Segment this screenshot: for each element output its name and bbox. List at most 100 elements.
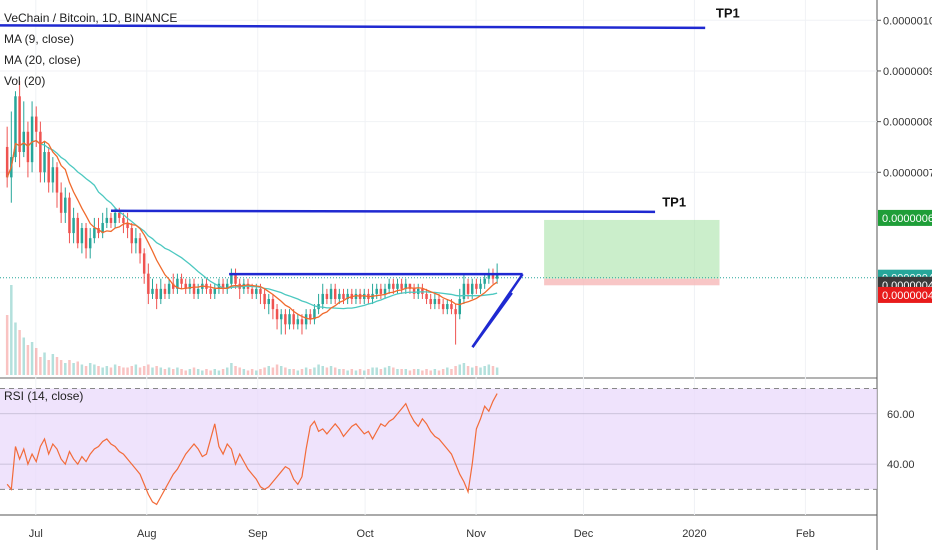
volume-bar: [346, 370, 349, 375]
ma20-legend[interactable]: MA (20, close): [4, 53, 81, 67]
candle-body: [80, 228, 84, 244]
trendlines[interactable]: TP1 TP1: [0, 6, 740, 348]
volume-bar: [138, 367, 142, 375]
volume-bar: [292, 369, 295, 375]
volume-bar: [126, 367, 129, 375]
trendline: [110, 209, 656, 214]
candle-body: [213, 288, 217, 294]
volume-bar: [205, 369, 208, 375]
volume-bar: [404, 369, 408, 375]
volume-bar: [450, 369, 453, 375]
candle-body: [180, 278, 183, 284]
volume-bar: [184, 370, 187, 375]
candle-body: [101, 222, 104, 234]
moving-averages: [6, 139, 498, 320]
candle-body: [5, 146, 9, 178]
candle-body: [433, 298, 437, 305]
candle-body: [134, 238, 138, 244]
volume-bar: [495, 367, 499, 375]
volume-bar: [234, 366, 237, 375]
volume-bar: [491, 366, 495, 375]
candle-body: [184, 283, 187, 289]
candle-body: [446, 304, 449, 310]
volume-bar: [429, 370, 432, 375]
candle-body: [118, 212, 121, 218]
candle-body: [93, 228, 96, 239]
volume-legend[interactable]: Vol (20): [4, 74, 46, 88]
candle-body: [255, 288, 258, 294]
position-zones: [0, 219, 877, 286]
candle-body: [441, 304, 445, 310]
volume-bar: [14, 322, 17, 375]
volume-bar: [159, 367, 163, 375]
candle-body: [51, 167, 55, 183]
volume-bar: [88, 363, 92, 375]
volume-bar: [284, 367, 287, 375]
volume-bar: [134, 364, 138, 375]
volume-bar: [76, 361, 79, 375]
volume-bar: [400, 369, 403, 375]
volume-bar: [288, 369, 291, 375]
volume-bar: [392, 367, 395, 375]
volume-bar: [433, 369, 437, 375]
candle-body: [34, 116, 38, 132]
candle-body: [292, 314, 295, 325]
volume-bar: [109, 367, 113, 375]
candle-body: [454, 309, 457, 315]
rsi-legend[interactable]: RSI (14, close): [4, 389, 84, 403]
rsi-tick-label: 40.00: [887, 459, 915, 471]
symbol-title[interactable]: VeChain / Bitcoin, 1D, BINANCE: [4, 11, 178, 25]
volume-bar: [151, 367, 154, 375]
candle-body: [39, 131, 42, 173]
candle-body: [354, 293, 358, 299]
trendline: [0, 24, 706, 30]
candle-body: [109, 217, 113, 223]
volume-bar: [34, 348, 38, 375]
candle-body: [26, 131, 30, 163]
volume-bar: [55, 357, 59, 375]
candle-body: [138, 238, 142, 254]
volume-bar: [39, 357, 42, 375]
volume-bar: [470, 367, 474, 375]
candle-body: [250, 288, 254, 294]
rsi-pane: 60.00 40.00: [0, 388, 915, 506]
volume-bar: [358, 369, 362, 375]
candle-body: [429, 298, 432, 305]
candle-body: [59, 192, 63, 213]
candle-body: [309, 314, 312, 320]
volume-bar: [180, 369, 183, 375]
ma9-legend[interactable]: MA (9, close): [4, 32, 75, 46]
candle-body: [122, 217, 125, 223]
time-tick-label: Nov: [466, 528, 486, 540]
candle-body: [22, 131, 26, 153]
volume-bar: [167, 367, 171, 375]
volume-bar: [354, 370, 358, 375]
volume-bar: [387, 366, 391, 375]
volume-bar: [363, 370, 366, 375]
volume-bar: [367, 369, 370, 375]
volume-bar: [275, 364, 279, 375]
volume-bar: [163, 369, 167, 375]
volume-bar: [176, 367, 179, 375]
price-badge-label: 0.00000061: [882, 213, 932, 225]
candle-body: [379, 288, 383, 294]
volume-bar: [300, 369, 304, 375]
candle-body: [296, 319, 300, 325]
volume-bar: [221, 369, 225, 375]
candle-body: [475, 283, 478, 289]
candle-body: [76, 217, 79, 244]
volume-bar: [329, 366, 333, 375]
candle-body: [338, 293, 341, 299]
volume-bar: [333, 367, 337, 375]
candle-body: [221, 283, 225, 289]
candle-body: [313, 309, 316, 320]
candle-body: [304, 314, 308, 325]
time-tick-label: Dec: [574, 528, 594, 540]
candle-body: [151, 288, 154, 294]
candle-body: [234, 273, 237, 284]
volume-bar: [80, 364, 84, 375]
candle-body: [495, 273, 499, 279]
